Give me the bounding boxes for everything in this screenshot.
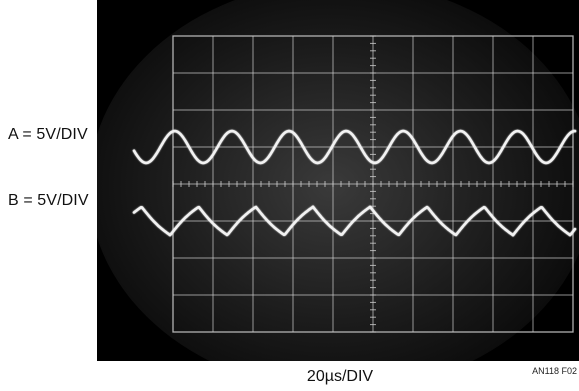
scope-screen-photo (89, 0, 579, 391)
x-axis-label: 20µs/DIV (306, 368, 374, 385)
crt-screen (89, 0, 579, 391)
trace-b-label: B = 5V/DIV (8, 192, 89, 209)
trace-a (132, 129, 577, 165)
scope-display (89, 0, 579, 391)
figure-reference: AN118 F02 (532, 366, 577, 376)
trace-b (132, 205, 577, 237)
trace-a-label: A = 5V/DIV (8, 126, 88, 143)
traces (132, 129, 577, 237)
